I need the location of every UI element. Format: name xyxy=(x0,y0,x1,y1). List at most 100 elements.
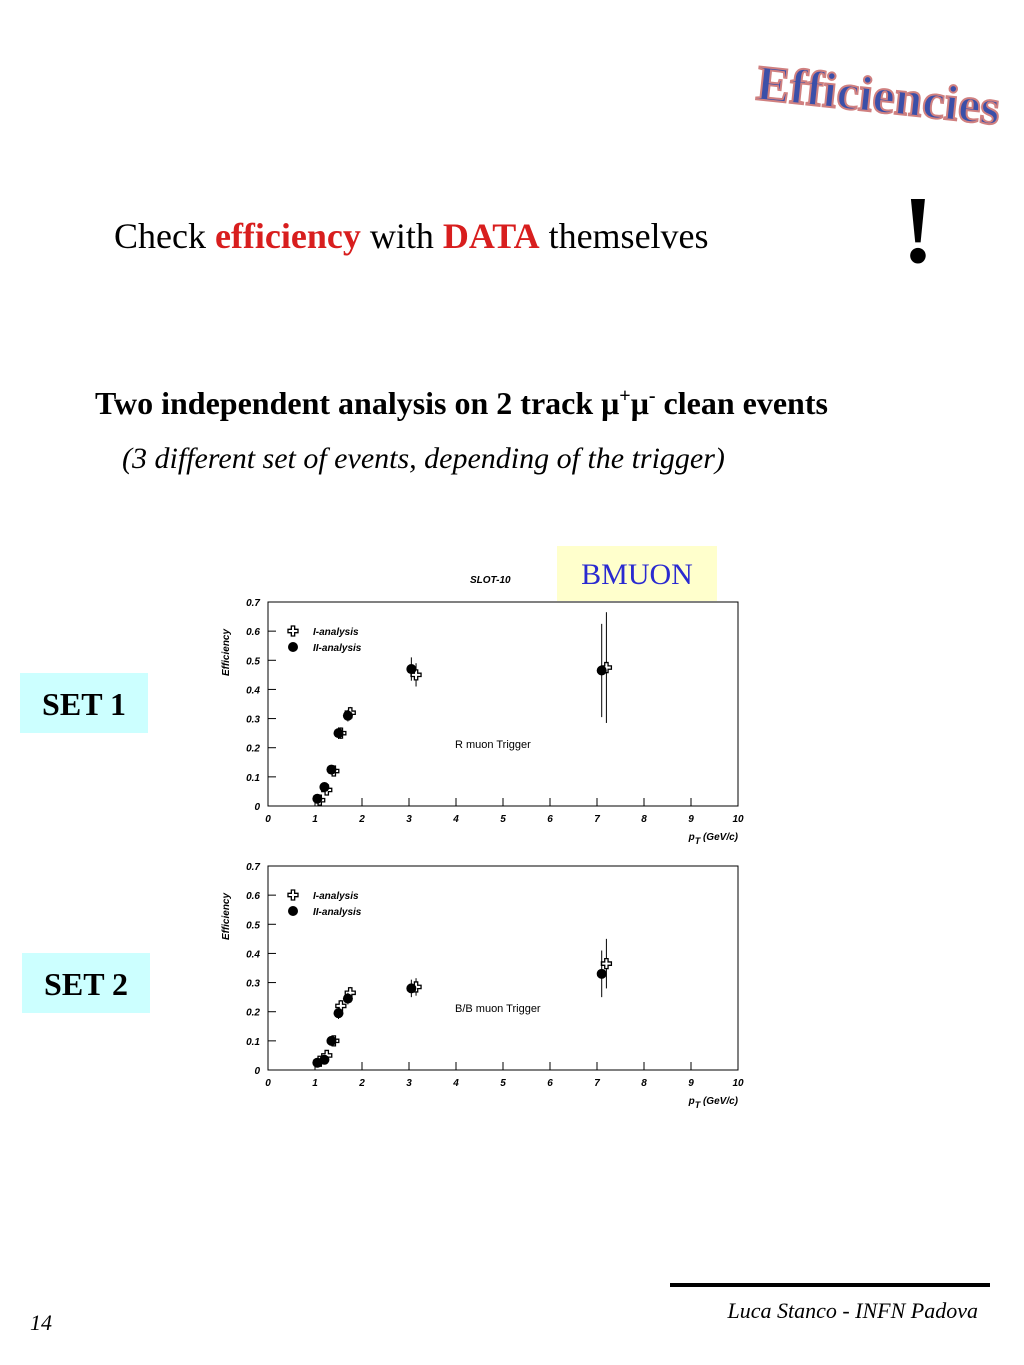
x-axis-label: pT (GeV/c) xyxy=(688,832,739,846)
x-tick-label: 8 xyxy=(641,814,647,825)
subtitle-text: μ xyxy=(631,385,649,421)
x-tick-label: 7 xyxy=(594,814,600,825)
y-tick-label: 0.5 xyxy=(246,656,260,667)
logo: Efficiencies xyxy=(754,54,1003,135)
subtitle-text: Two independent analysis on 2 track μ xyxy=(95,385,619,421)
headline-emph: efficiency xyxy=(215,216,361,256)
legend-marker xyxy=(287,889,299,901)
legend-label: II-analysis xyxy=(313,643,362,654)
annotation: B/B muon Trigger xyxy=(455,1003,541,1015)
y-tick-label: 0.7 xyxy=(246,598,260,609)
exclamation: ! xyxy=(902,176,934,283)
x-axis-label: pT (GeV/c) xyxy=(688,1096,739,1110)
headline: Check efficiency with DATA themselves xyxy=(114,216,709,256)
badge-box xyxy=(557,546,717,601)
x-tick-label: 4 xyxy=(452,1078,459,1089)
headline-text: Check xyxy=(114,216,215,256)
point xyxy=(326,764,337,775)
slot-label: SLOT-10 xyxy=(470,575,511,586)
footer-author: Luca Stanco - INFN Padova xyxy=(726,1298,978,1323)
charts: 00.10.20.30.40.50.60.70 1 2 3 4 5 6 7 8 9 10Effici… xyxy=(221,598,744,1110)
x-label-sub: T xyxy=(695,1100,702,1110)
point xyxy=(406,664,417,675)
y-tick-label: 0.3 xyxy=(246,715,260,726)
point xyxy=(319,782,330,793)
badge: BMUON xyxy=(581,558,693,591)
set-box xyxy=(22,953,150,1013)
y-tick-label: 0.7 xyxy=(246,862,260,873)
point xyxy=(406,983,417,994)
x-label-sub: T xyxy=(695,836,702,846)
y-axis-label: Efficiency xyxy=(221,893,232,940)
x-tick-label: 0 xyxy=(265,814,271,825)
legend-marker xyxy=(288,642,298,652)
x-label-rest: (GeV/c) xyxy=(700,832,738,843)
point xyxy=(596,665,607,676)
point xyxy=(326,1035,337,1046)
y-tick-label: 0.1 xyxy=(246,1037,260,1048)
x-tick-label: 5 xyxy=(500,1078,506,1089)
y-tick-label: 0.6 xyxy=(246,627,260,638)
subtitle: Two independent analysis on 2 track μ+μ-… xyxy=(95,385,828,421)
page-number: 14 xyxy=(30,1310,52,1335)
point xyxy=(600,957,613,970)
y-tick-label: 0 xyxy=(254,1066,260,1077)
headline-text: with xyxy=(361,216,443,256)
y-tick-label: 0.6 xyxy=(246,891,260,902)
x-tick-label: 6 xyxy=(547,1078,553,1089)
x-tick-label: 3 xyxy=(406,1078,412,1089)
legend-label: I-analysis xyxy=(313,891,359,902)
x-tick-label: 8 xyxy=(641,1078,647,1089)
set-box xyxy=(20,673,148,733)
y-tick-label: 0.4 xyxy=(246,949,260,960)
legend-marker xyxy=(288,906,298,916)
x-tick-label: 3 xyxy=(406,814,412,825)
set-label: SET 1 xyxy=(42,686,126,722)
x-tick-label: 0 xyxy=(265,1078,271,1089)
y-tick-label: 0.1 xyxy=(246,773,260,784)
x-tick-label: 5 xyxy=(500,814,506,825)
x-label-main: p xyxy=(688,832,695,843)
x-tick-label: 1 xyxy=(312,1078,318,1089)
point xyxy=(596,968,607,979)
chart: 0 0.1 0.2 0.3 0.4 0.5 0.6 0.7 0 1 2 3 4 5 6 7 8 9 10 Effici… xyxy=(221,862,744,1110)
y-tick-label: 0 xyxy=(254,802,260,813)
point xyxy=(342,710,353,721)
annotation: R muon Trigger xyxy=(455,739,531,751)
subtitle-note: (3 different set of events, depending of… xyxy=(122,442,725,475)
x-tick-label: 7 xyxy=(594,1078,600,1089)
legend-label: I-analysis xyxy=(313,627,359,638)
x-tick-label: 6 xyxy=(547,814,553,825)
chart: 0 0.1 0.2 0.3 0.4 0.5 0.6 0.7 0 1 2 3 4 5 6 7 8 9 10 Effici… xyxy=(221,598,744,846)
x-tick-label: 9 xyxy=(688,1078,694,1089)
legend-label: II-analysis xyxy=(313,907,362,918)
superscript: + xyxy=(619,385,630,407)
x-tick-label: 9 xyxy=(688,814,694,825)
x-tick-label: 2 xyxy=(358,814,365,825)
y-tick-label: 0.5 xyxy=(246,920,260,931)
y-tick-label: 0.3 xyxy=(246,979,260,990)
x-tick-label: 2 xyxy=(358,1078,365,1089)
x-tick-label: 10 xyxy=(732,1078,744,1089)
superscript: - xyxy=(649,385,656,407)
x-tick-label: 4 xyxy=(452,814,459,825)
subtitle-text: clean events xyxy=(656,385,828,421)
headline-emph: DATA xyxy=(443,216,540,256)
y-tick-label: 0.4 xyxy=(246,685,260,696)
x-label-main: p xyxy=(688,1096,695,1107)
x-tick-label: 10 xyxy=(732,814,744,825)
point xyxy=(333,1008,344,1019)
point xyxy=(312,793,323,804)
point xyxy=(319,1054,330,1065)
point xyxy=(333,728,344,739)
y-tick-label: 0.2 xyxy=(246,744,260,755)
y-axis-label: Efficiency xyxy=(221,629,232,676)
x-tick-label: 1 xyxy=(312,814,318,825)
point xyxy=(342,993,353,1004)
set-label: SET 2 xyxy=(44,966,128,1002)
y-tick-label: 0.2 xyxy=(246,1008,260,1019)
x-label-rest: (GeV/c) xyxy=(700,1096,738,1107)
headline-text: themselves xyxy=(540,216,709,256)
legend-marker xyxy=(287,625,299,637)
